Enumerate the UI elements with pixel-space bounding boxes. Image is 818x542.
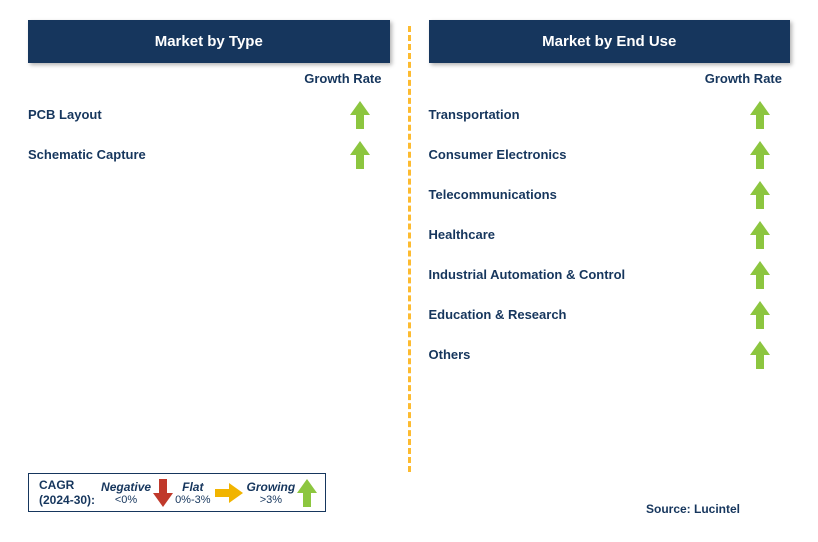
legend-range: >3% bbox=[260, 494, 282, 506]
data-row: Education & Research bbox=[429, 300, 791, 330]
arrow-up-icon bbox=[752, 101, 768, 129]
right-panel: Market by End Use Growth Rate Transporta… bbox=[411, 20, 809, 532]
row-label: Education & Research bbox=[429, 307, 731, 324]
data-row: Telecommunications bbox=[429, 180, 791, 210]
arrow-down-icon bbox=[155, 479, 171, 507]
legend-word: Flat bbox=[182, 480, 203, 494]
row-label: Schematic Capture bbox=[28, 147, 330, 164]
arrow-up-icon bbox=[352, 141, 368, 169]
legend-word: Growing bbox=[247, 480, 296, 494]
arrow-up-icon bbox=[752, 261, 768, 289]
left-rows: PCB Layout Schematic Capture bbox=[28, 100, 390, 170]
legend-segment: Growing>3% bbox=[247, 480, 296, 506]
data-row: PCB Layout bbox=[28, 100, 390, 130]
right-growth-label: Growth Rate bbox=[429, 71, 791, 86]
left-growth-label: Growth Rate bbox=[28, 71, 390, 86]
right-header: Market by End Use bbox=[429, 20, 791, 63]
legend-title-l2: (2024-30): bbox=[39, 493, 95, 507]
row-label: Consumer Electronics bbox=[429, 147, 731, 164]
data-row: Consumer Electronics bbox=[429, 140, 791, 170]
arrow-up-icon bbox=[752, 141, 768, 169]
data-row: Healthcare bbox=[429, 220, 791, 250]
infographic-container: Market by Type Growth Rate PCB Layout Sch… bbox=[0, 0, 818, 542]
arrow-up-icon bbox=[752, 221, 768, 249]
legend-range: <0% bbox=[115, 494, 137, 506]
data-row: Schematic Capture bbox=[28, 140, 390, 170]
right-rows: Transportation Consumer Electronics Teleco… bbox=[429, 100, 791, 370]
arrow-up-icon bbox=[752, 181, 768, 209]
data-row: Industrial Automation & Control bbox=[429, 260, 791, 290]
row-label: Industrial Automation & Control bbox=[429, 267, 731, 284]
legend-segments: Negative<0% Flat0%-3% Growing>3% bbox=[101, 479, 315, 507]
source-attribution: Source: Lucintel bbox=[646, 502, 740, 516]
data-row: Others bbox=[429, 340, 791, 370]
arrow-up-icon bbox=[299, 479, 315, 507]
row-label: PCB Layout bbox=[28, 107, 330, 124]
arrow-up-icon bbox=[352, 101, 368, 129]
row-label: Healthcare bbox=[429, 227, 731, 244]
legend-word: Negative bbox=[101, 480, 151, 494]
legend-arrow bbox=[215, 479, 243, 507]
legend-arrow bbox=[299, 479, 315, 507]
left-header: Market by Type bbox=[28, 20, 390, 63]
legend-arrow bbox=[155, 479, 171, 507]
left-panel: Market by Type Growth Rate PCB Layout Sch… bbox=[10, 20, 408, 532]
row-label: Others bbox=[429, 347, 731, 364]
legend-title-l1: CAGR bbox=[39, 478, 74, 492]
legend-segment: Negative<0% bbox=[101, 480, 151, 506]
arrow-up-icon bbox=[752, 341, 768, 369]
legend-title: CAGR (2024-30): bbox=[39, 478, 95, 507]
data-row: Transportation bbox=[429, 100, 791, 130]
arrow-right-icon bbox=[215, 485, 243, 501]
row-label: Telecommunications bbox=[429, 187, 731, 204]
legend-range: 0%-3% bbox=[175, 494, 210, 506]
row-label: Transportation bbox=[429, 107, 731, 124]
cagr-legend: CAGR (2024-30): Negative<0% Flat0%-3% Grow… bbox=[28, 473, 326, 512]
arrow-up-icon bbox=[752, 301, 768, 329]
legend-segment: Flat0%-3% bbox=[175, 480, 210, 506]
